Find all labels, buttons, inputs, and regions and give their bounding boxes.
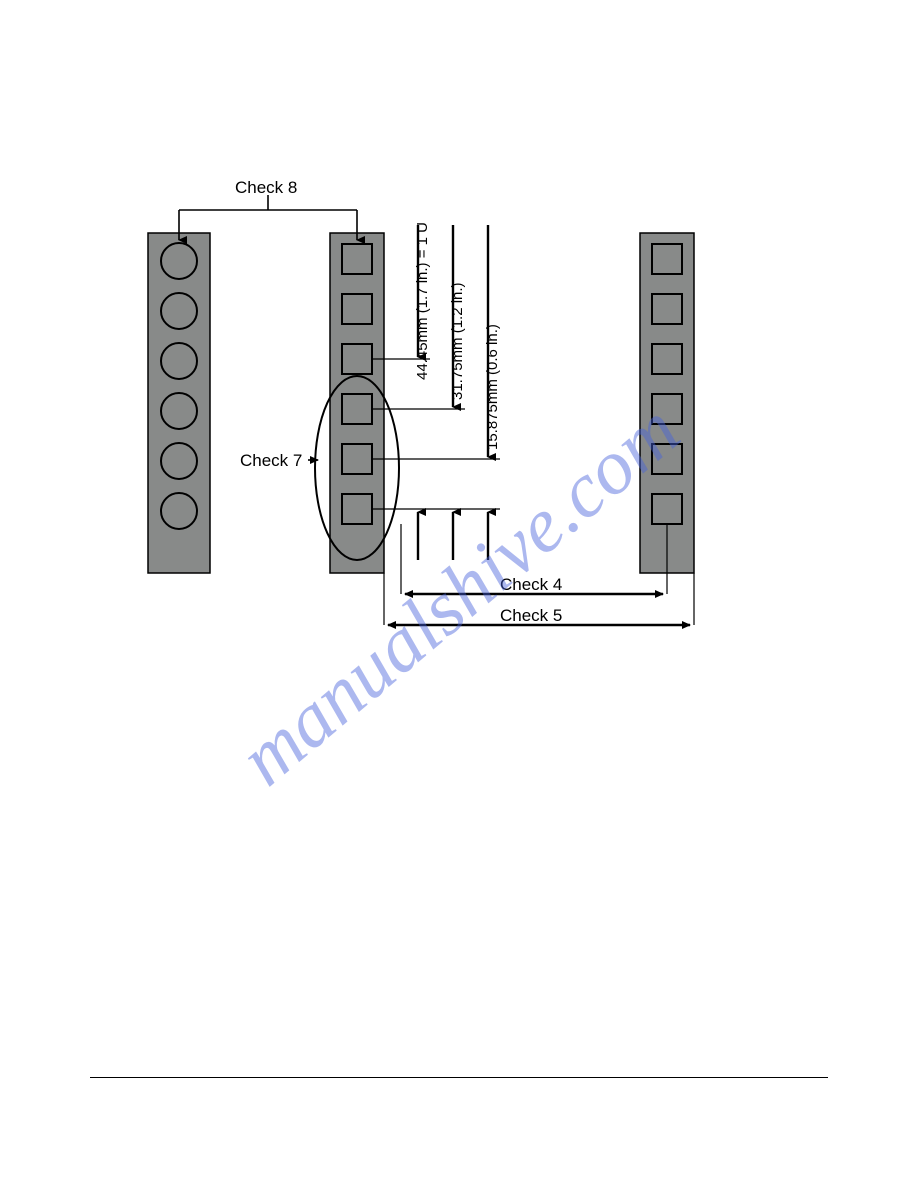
footer-rule xyxy=(90,1077,828,1078)
check4-label: Check 4 xyxy=(500,575,562,595)
page: Check 8 Check 7 Check 4 Check 5 44.45mm … xyxy=(0,0,918,1188)
check8-label: Check 8 xyxy=(235,178,297,198)
post-mid-square xyxy=(330,233,384,573)
dim1-label: 44.45mm (1.7 in.) = 1 U xyxy=(414,222,431,380)
post-right-square xyxy=(640,233,694,573)
post-left-round xyxy=(148,233,210,573)
dim3-label: 15.875mm (0.6 in.) xyxy=(484,324,501,450)
dim2-label: 31.75mm (1.2 in.) xyxy=(449,282,466,400)
diagram-svg xyxy=(0,0,918,1188)
extension-lines xyxy=(372,359,500,509)
dim-arrows-up xyxy=(418,512,488,560)
check5-label: Check 5 xyxy=(500,606,562,626)
check7-label: Check 7 xyxy=(240,451,302,471)
